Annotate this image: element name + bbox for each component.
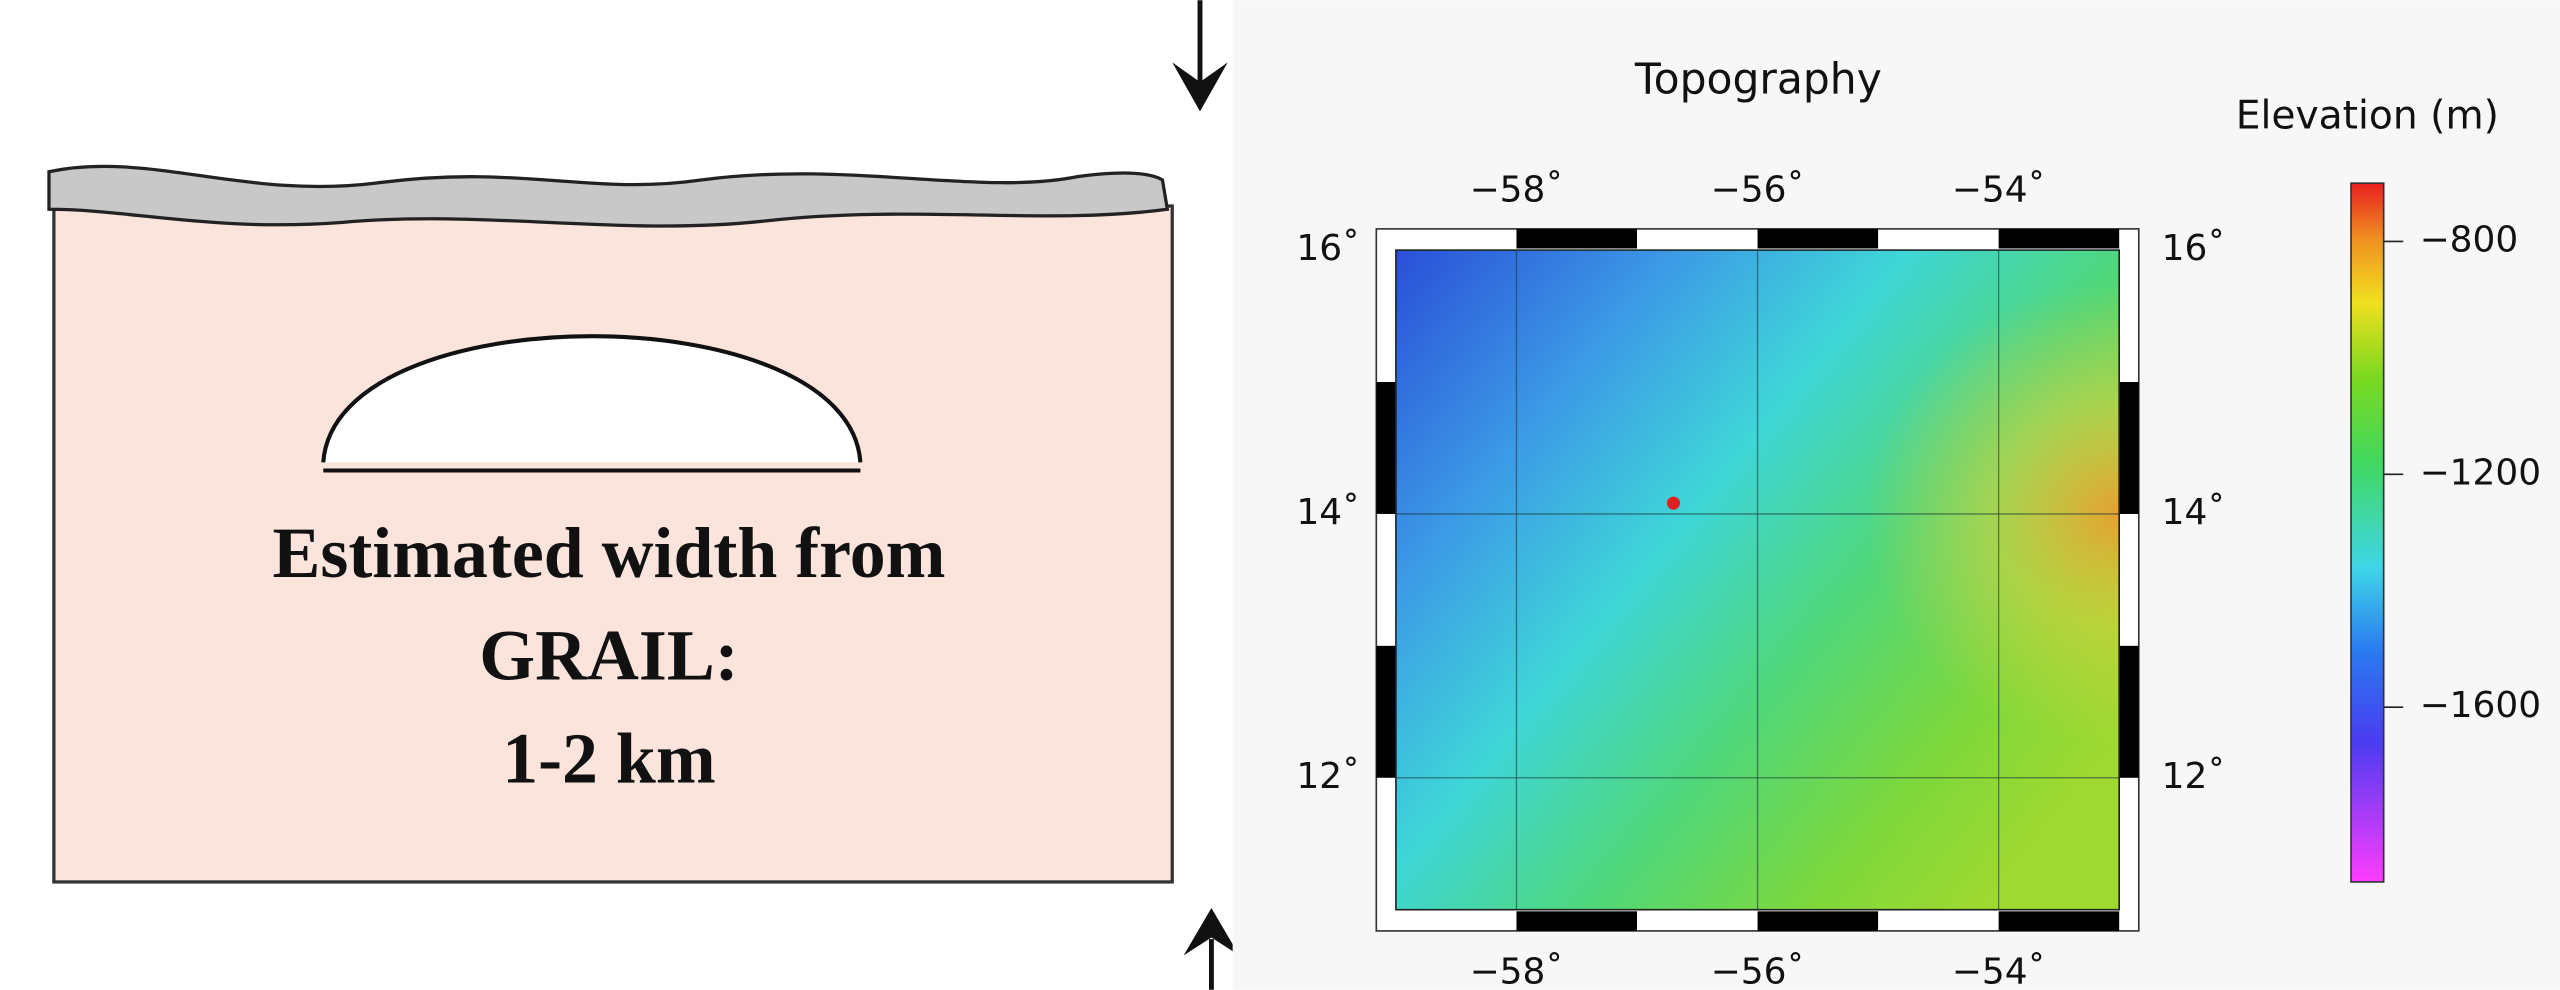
colorbar-tick-label: −800 <box>2420 219 2519 260</box>
figure: Estimated width from GRAIL: 1-2 km Topogra… <box>0 0 2560 990</box>
frame-segment <box>2119 382 2139 514</box>
page: { "left_panel": { "text_lines": ["Estima… <box>0 0 2560 990</box>
colorbar-tick-label: −1600 <box>2420 685 2541 726</box>
x-tick-label: −54˚ <box>1952 951 2046 990</box>
colorbar-tick-label: −1200 <box>2420 452 2541 493</box>
frame-segment <box>1516 229 1637 249</box>
arrow-down <box>1172 0 1228 111</box>
site-marker <box>1667 497 1680 510</box>
frame-segment <box>1999 229 2120 249</box>
x-tick-label: −58˚ <box>1470 169 1564 210</box>
text-line: Estimated width from <box>272 513 945 593</box>
y-tick-label: 12˚ <box>1296 756 1360 797</box>
y-tick-label: 16˚ <box>2162 228 2226 269</box>
colorbar <box>2351 183 2384 882</box>
frame-segment <box>1376 646 1396 778</box>
frame-segment <box>1516 911 1637 931</box>
map-title: Topography <box>1634 55 1882 104</box>
x-tick-label: −54˚ <box>1952 169 2046 210</box>
x-tick-label: −58˚ <box>1470 951 1564 990</box>
y-tick-label: 14˚ <box>1296 492 1360 533</box>
frame-segment <box>1999 911 2120 931</box>
arrow-up <box>1184 908 1240 990</box>
x-tick-label: −56˚ <box>1711 169 1805 210</box>
x-tick-label: −56˚ <box>1711 951 1805 990</box>
colorbar-label: Elevation (m) <box>2236 93 2499 138</box>
text-line: GRAIL: <box>479 616 738 696</box>
text-line: 1-2 km <box>502 719 716 799</box>
y-tick-label: 12˚ <box>2162 756 2226 797</box>
frame-segment <box>1758 229 1879 249</box>
y-tick-label: 16˚ <box>1296 228 1360 269</box>
frame-segment <box>2119 646 2139 778</box>
frame-segment <box>1758 911 1879 931</box>
y-tick-label: 14˚ <box>2162 492 2226 533</box>
frame-segment <box>1376 382 1396 514</box>
